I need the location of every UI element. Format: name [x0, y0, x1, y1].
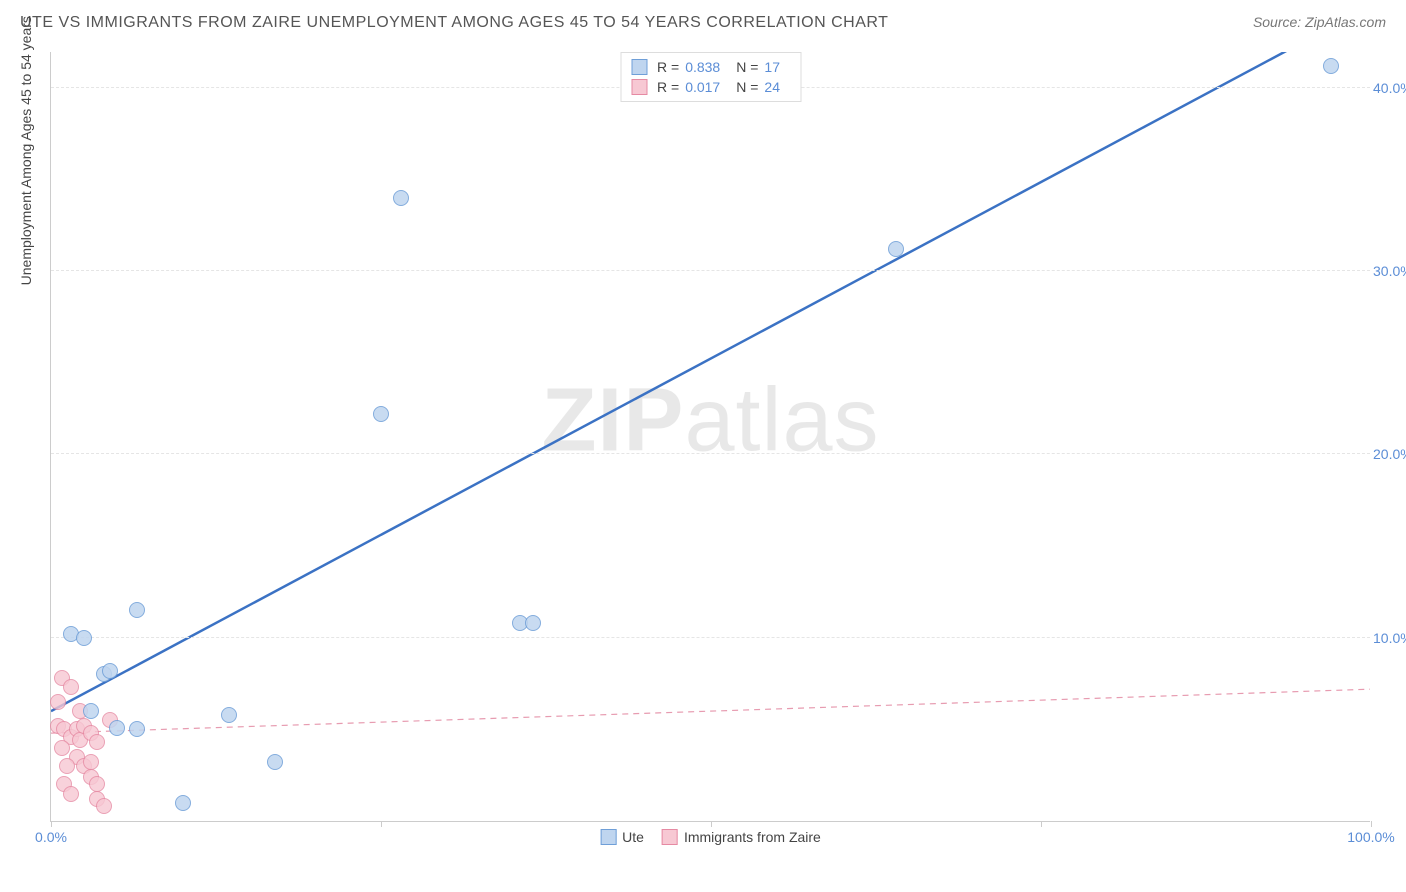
pink-data-point [89, 776, 105, 792]
pink-data-point [96, 798, 112, 814]
legend-item: Immigrants from Zaire [662, 829, 821, 845]
x-tick [51, 821, 52, 827]
blue-data-point [129, 721, 145, 737]
legend-series-name: Immigrants from Zaire [684, 829, 821, 845]
legend-swatch-icon [600, 829, 616, 845]
grid-line [51, 270, 1370, 271]
blue-data-point [1323, 58, 1339, 74]
grid-line [51, 453, 1370, 454]
blue-data-point [221, 707, 237, 723]
r-label: R = [657, 79, 679, 95]
chart-title: UTE VS IMMIGRANTS FROM ZAIRE UNEMPLOYMEN… [20, 14, 888, 32]
grid-line [51, 637, 1370, 638]
x-tick-label: 100.0% [1347, 829, 1394, 845]
legend-series-name: Ute [622, 829, 644, 845]
pink-data-point [50, 694, 66, 710]
pink-data-point [63, 679, 79, 695]
blue-data-point [373, 406, 389, 422]
x-tick-label: 0.0% [35, 829, 67, 845]
blue-data-point [83, 703, 99, 719]
blue-data-point [175, 795, 191, 811]
legend-stat-row: R = 0.017 N = 24 [631, 77, 790, 97]
n-value: 17 [764, 59, 780, 75]
x-tick [381, 821, 382, 827]
correlation-legend: R = 0.838 N = 17 R = 0.017 N = 24 [620, 52, 801, 102]
r-label: R = [657, 59, 679, 75]
y-tick-label: 30.0% [1373, 263, 1406, 279]
r-value: 0.017 [685, 79, 720, 95]
pink-data-point [63, 786, 79, 802]
blue-data-point [109, 720, 125, 736]
pink-data-point [83, 754, 99, 770]
y-tick-label: 10.0% [1373, 630, 1406, 646]
blue-data-point [525, 615, 541, 631]
y-axis-label: Unemployment Among Ages 45 to 54 years [18, 16, 34, 285]
pink-trend-line [51, 689, 1370, 733]
blue-data-point [393, 190, 409, 206]
n-value: 24 [764, 79, 780, 95]
pink-data-point [89, 734, 105, 750]
legend-swatch-icon [631, 59, 647, 75]
scatter-plot: ZIPatlas R =0.838N =17R =0.017N =24 UteI… [50, 52, 1370, 822]
n-label: N = [736, 59, 758, 75]
x-tick [1371, 821, 1372, 827]
y-tick-label: 40.0% [1373, 80, 1406, 96]
x-tick [1041, 821, 1042, 827]
watermark-part2: atlas [684, 371, 879, 471]
blue-data-point [76, 630, 92, 646]
legend-swatch-icon [662, 829, 678, 845]
pink-data-point [59, 758, 75, 774]
pink-data-point [54, 740, 70, 756]
watermark: ZIPatlas [541, 370, 879, 473]
blue-trend-line [51, 52, 1370, 711]
legend-stat-row: R = 0.838 N = 17 [631, 57, 790, 77]
source-label: Source: ZipAtlas.com [1253, 14, 1386, 30]
blue-data-point [102, 663, 118, 679]
blue-data-point [267, 754, 283, 770]
legend-swatch-icon [631, 79, 647, 95]
n-label: N = [736, 79, 758, 95]
series-legend: Ute Immigrants from Zaire [600, 829, 821, 845]
trend-lines [51, 52, 1370, 821]
y-tick-label: 20.0% [1373, 446, 1406, 462]
x-tick [711, 821, 712, 827]
r-value: 0.838 [685, 59, 720, 75]
blue-data-point [129, 602, 145, 618]
watermark-part1: ZIP [541, 371, 684, 471]
blue-data-point [888, 241, 904, 257]
chart-header: UTE VS IMMIGRANTS FROM ZAIRE UNEMPLOYMEN… [20, 14, 1386, 32]
legend-item: Ute [600, 829, 644, 845]
